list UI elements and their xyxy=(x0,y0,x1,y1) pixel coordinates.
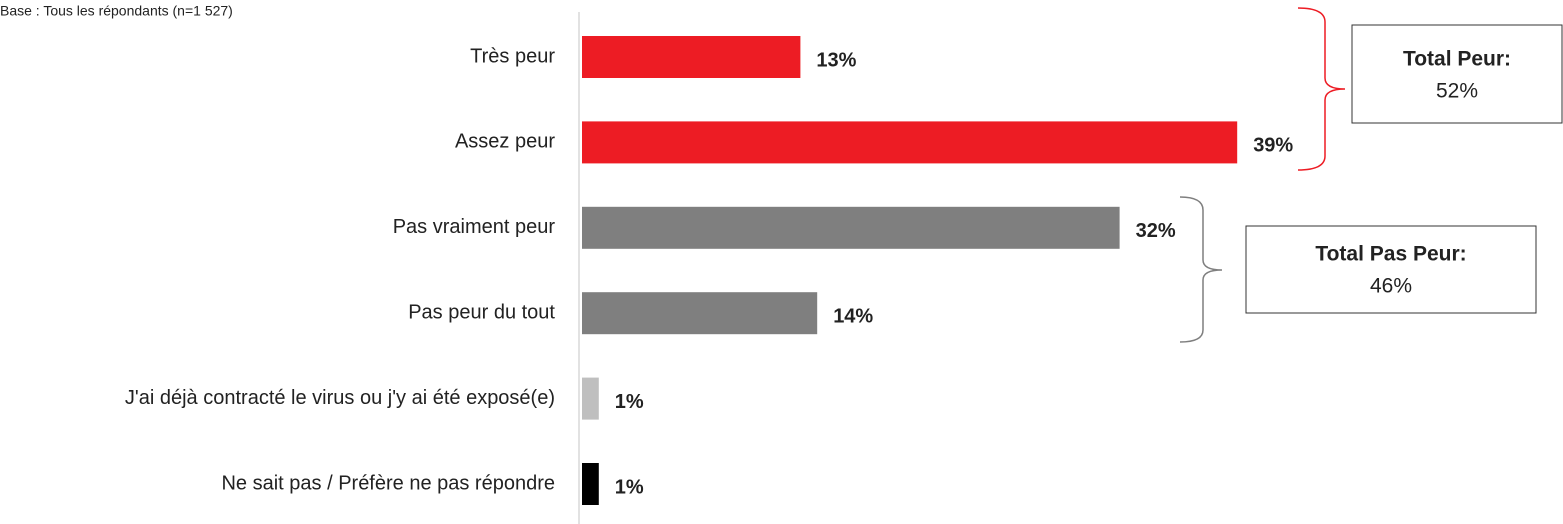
subtitle: Base : Tous les répondants (n=1 527) xyxy=(0,3,233,19)
annotation-text: 52% xyxy=(1436,80,1478,103)
bar xyxy=(582,121,1238,164)
value-label: 32% xyxy=(1136,220,1176,242)
category-label: J'ai déjà contracté le virus ou j'y ai é… xyxy=(125,387,555,409)
value-label: 1% xyxy=(615,476,644,498)
annotation-box xyxy=(1245,225,1537,314)
bar xyxy=(582,377,599,420)
value-label: 39% xyxy=(1253,135,1293,157)
annotation-title: Total Peur: xyxy=(1403,48,1511,71)
category-label: Ne sait pas / Préfère ne pas répondre xyxy=(221,472,555,494)
value-label: 13% xyxy=(816,49,856,71)
value-label: 1% xyxy=(615,391,644,413)
annotation-box xyxy=(1351,24,1563,124)
annotation-text: 46% xyxy=(1370,275,1412,298)
category-label: Très peur xyxy=(470,45,555,67)
category-label: Pas peur du tout xyxy=(408,301,555,323)
annotation-title: Total Pas Peur: xyxy=(1315,243,1466,266)
bar xyxy=(582,292,818,335)
bar xyxy=(582,463,599,505)
bar xyxy=(582,36,801,78)
value-label: 14% xyxy=(833,305,873,327)
category-label: Assez peur xyxy=(455,131,555,153)
bar xyxy=(582,206,1120,249)
bracket xyxy=(1297,7,1346,171)
category-label: Pas vraiment peur xyxy=(393,216,556,238)
bracket xyxy=(1179,196,1223,343)
